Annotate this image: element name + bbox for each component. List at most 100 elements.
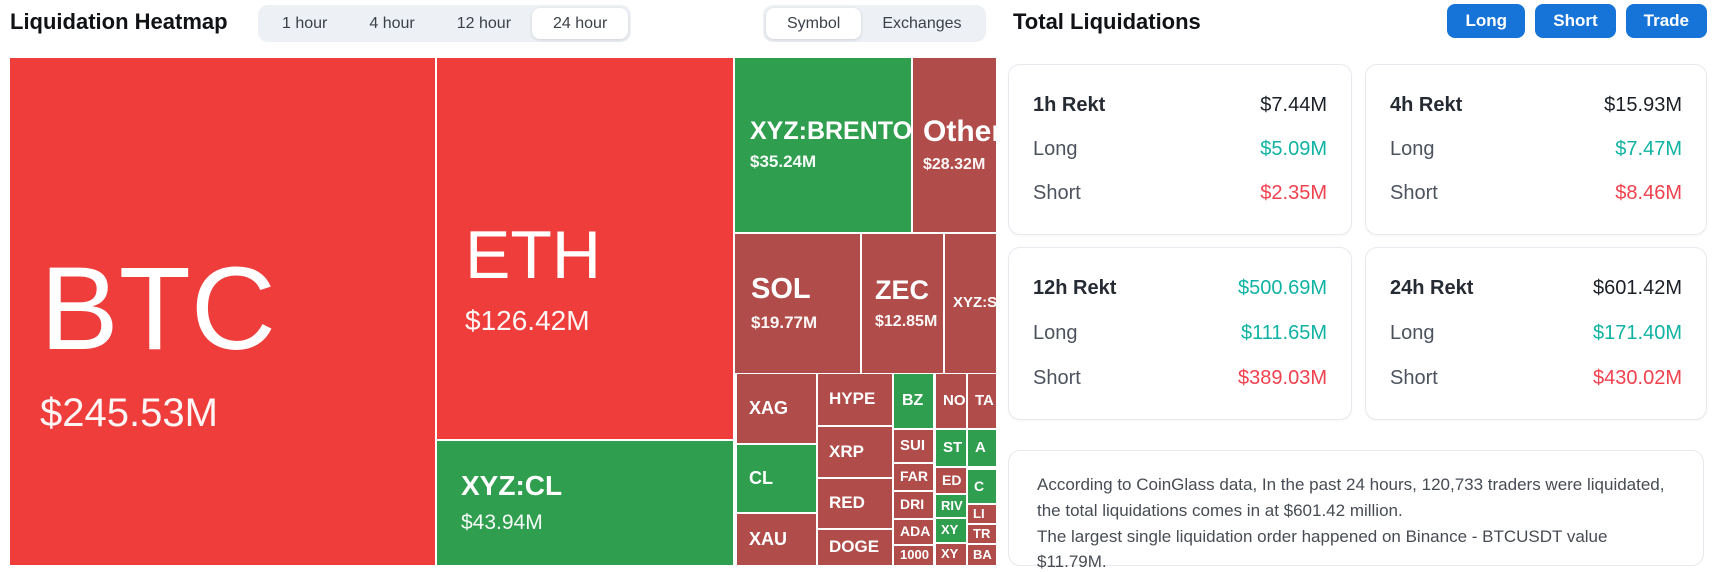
tile-label: RIV bbox=[941, 497, 963, 513]
symbol-exchanges-toggle: Symbol Exchanges bbox=[763, 5, 986, 42]
tile-label: XAG bbox=[749, 397, 789, 418]
long-value: $111.65M bbox=[1241, 322, 1327, 344]
liquidation-treemap: BTC $245.53M ETH $126.42M XYZ:CL $43.94M XYZ:B… bbox=[10, 58, 996, 565]
card-row: Long $111.65M bbox=[1033, 322, 1327, 345]
treemap-tile-dri[interactable]: DRI bbox=[894, 492, 933, 518]
card-row: 24h Rekt $601.42M bbox=[1390, 277, 1682, 300]
treemap-tile-st[interactable]: ST bbox=[936, 430, 966, 466]
treemap-tile-xy[interactable]: XY bbox=[936, 519, 966, 542]
card-row: Short $8.46M bbox=[1390, 182, 1682, 205]
treemap-tile-a[interactable]: A bbox=[968, 430, 996, 466]
tile-label: C bbox=[974, 477, 985, 494]
tile-value: $12.85M bbox=[875, 312, 938, 330]
treemap-tile-cl[interactable]: CL bbox=[737, 445, 816, 512]
trade-button[interactable]: Trade bbox=[1625, 4, 1707, 38]
tile-label: Other bbox=[923, 115, 996, 149]
short-label: Short bbox=[1033, 367, 1081, 389]
treemap-tile-eth[interactable]: ETH $126.42M bbox=[437, 58, 733, 439]
period-label: 4h Rekt bbox=[1390, 93, 1463, 116]
tile-label: ZEC bbox=[875, 275, 929, 306]
tab-1-hour[interactable]: 1 hour bbox=[282, 14, 328, 32]
tile-label: ED bbox=[942, 471, 962, 488]
tile-label: HYPE bbox=[829, 389, 876, 409]
treemap-tile-xag[interactable]: XAG bbox=[737, 374, 816, 443]
summary-note: According to CoinGlass data, In the past… bbox=[1008, 450, 1704, 571]
time-range-tabs: 1 hour 4 hour 12 hour 24 hour bbox=[258, 5, 632, 42]
long-label: Long bbox=[1390, 322, 1435, 344]
tile-label: DOGE bbox=[829, 537, 880, 557]
tile-label: SOL bbox=[751, 273, 811, 306]
tile-label: XYZ:S bbox=[953, 294, 996, 312]
treemap-tile-tr[interactable]: TR bbox=[968, 525, 996, 543]
rekt-card-12h-rekt: 12h Rekt $500.69M Long $111.65M Short $389.03… bbox=[1008, 247, 1352, 420]
tile-label: TA bbox=[975, 391, 994, 409]
total-value: $500.69M bbox=[1238, 277, 1327, 299]
treemap-tile-ta[interactable]: TA bbox=[968, 374, 996, 428]
treemap-tile-c[interactable]: C bbox=[968, 470, 996, 503]
treemap-tile-1000[interactable]: 1000 bbox=[894, 546, 933, 565]
tile-value: $126.42M bbox=[465, 305, 590, 337]
rekt-card-1h-rekt: 1h Rekt $7.44M Long $5.09M Short $2.35M bbox=[1008, 64, 1352, 235]
tile-label: ETH bbox=[465, 217, 601, 294]
short-label: Short bbox=[1390, 367, 1438, 389]
treemap-tile-hype[interactable]: HYPE bbox=[818, 374, 892, 425]
treemap-tile-sui[interactable]: SUI bbox=[894, 430, 933, 462]
total-liquidations-title: Total Liquidations bbox=[1013, 9, 1201, 34]
tile-label: XYZ:CL bbox=[461, 470, 563, 502]
long-value: $7.47M bbox=[1615, 137, 1682, 160]
treemap-tile-xau[interactable]: XAU bbox=[737, 514, 816, 565]
action-buttons: Long Short Trade bbox=[1447, 4, 1707, 38]
treemap-tile-ada[interactable]: ADA bbox=[894, 520, 933, 544]
tab-12-hour[interactable]: 12 hour bbox=[456, 14, 512, 32]
tile-value: $245.53M bbox=[40, 391, 218, 436]
treemap-tile-ed[interactable]: ED bbox=[936, 468, 966, 493]
treemap-tile-sol[interactable]: SOL $19.77M bbox=[735, 234, 860, 373]
long-label: Long bbox=[1033, 322, 1078, 344]
treemap-tile-riv[interactable]: RIV bbox=[936, 495, 966, 517]
long-button[interactable]: Long bbox=[1447, 4, 1526, 38]
treemap-tile-doge[interactable]: DOGE bbox=[818, 530, 892, 565]
total-value: $7.44M bbox=[1260, 93, 1327, 116]
treemap-tile-xyz-cl[interactable]: XYZ:CL $43.94M bbox=[437, 441, 733, 565]
short-value: $389.03M bbox=[1238, 367, 1327, 389]
tab-24-hour[interactable]: 24 hour bbox=[532, 8, 629, 39]
total-value: $601.42M bbox=[1593, 277, 1682, 299]
treemap-tile-far[interactable]: FAR bbox=[894, 464, 933, 490]
short-label: Short bbox=[1390, 182, 1438, 205]
card-row: Long $5.09M bbox=[1033, 138, 1327, 161]
tile-label: FAR bbox=[900, 468, 928, 485]
tile-label: BTC bbox=[40, 242, 276, 375]
treemap-tile-xy-2[interactable]: XY bbox=[936, 544, 966, 565]
card-row: 4h Rekt $15.93M bbox=[1390, 94, 1682, 117]
total-value: $15.93M bbox=[1604, 93, 1682, 116]
short-button[interactable]: Short bbox=[1535, 4, 1616, 38]
tile-label: BA bbox=[973, 546, 992, 562]
treemap-tile-ba[interactable]: BA bbox=[968, 545, 996, 565]
treemap-tile-xyz-brentoil[interactable]: XYZ:BRENTOIL $35.24M bbox=[735, 58, 911, 232]
treemap-tile-li[interactable]: LI bbox=[968, 505, 996, 523]
treemap-tile-zec[interactable]: ZEC $12.85M bbox=[862, 234, 943, 373]
rekt-card-24h-rekt: 24h Rekt $601.42M Long $171.40M Short $430.02… bbox=[1365, 247, 1707, 420]
treemap-tile-btc[interactable]: BTC $245.53M bbox=[10, 58, 435, 565]
note-line-1: According to CoinGlass data, In the past… bbox=[1037, 475, 1665, 520]
treemap-tile-no[interactable]: NO bbox=[936, 374, 966, 428]
tile-value: $43.94M bbox=[461, 510, 543, 534]
tab-4-hour[interactable]: 4 hour bbox=[369, 14, 415, 32]
period-label: 1h Rekt bbox=[1033, 93, 1106, 116]
tab-exchanges[interactable]: Exchanges bbox=[882, 14, 962, 32]
tile-label: RED bbox=[829, 493, 865, 513]
note-line-2: The largest single liquidation order hap… bbox=[1037, 526, 1608, 572]
short-label: Short bbox=[1033, 182, 1081, 205]
rekt-card-4h-rekt: 4h Rekt $15.93M Long $7.47M Short $8.46M bbox=[1365, 64, 1707, 235]
tile-value: $28.32M bbox=[923, 155, 986, 173]
treemap-tile-other[interactable]: Other $28.32M bbox=[913, 58, 996, 232]
treemap-tile-xrp[interactable]: XRP bbox=[818, 427, 892, 477]
tile-label: NO bbox=[943, 391, 966, 409]
treemap-tile-red[interactable]: RED bbox=[818, 479, 892, 528]
tile-label: XRP bbox=[829, 441, 864, 461]
card-row: 12h Rekt $500.69M bbox=[1033, 277, 1327, 300]
tab-symbol[interactable]: Symbol bbox=[766, 8, 862, 39]
treemap-tile-bz[interactable]: BZ bbox=[894, 374, 933, 428]
period-label: 12h Rekt bbox=[1033, 277, 1117, 299]
treemap-tile-xyz-s[interactable]: XYZ:S bbox=[945, 234, 996, 373]
